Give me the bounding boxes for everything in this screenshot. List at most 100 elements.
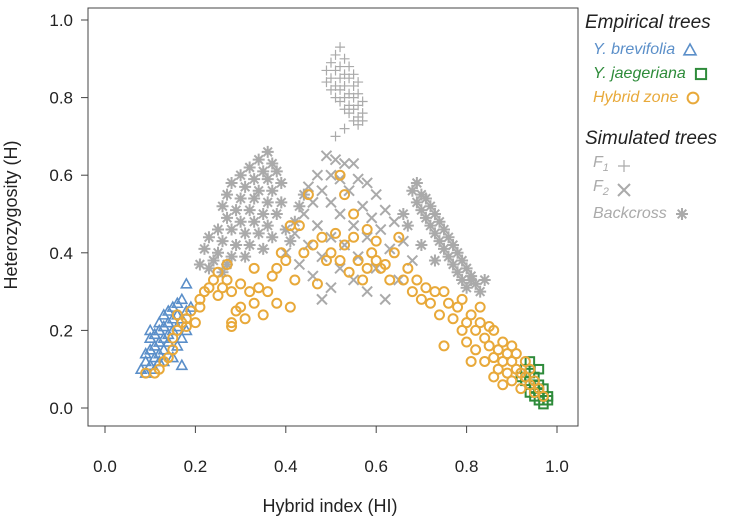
data-point (316, 185, 328, 197)
data-point (420, 282, 432, 294)
data-point (326, 57, 336, 68)
data-point (461, 336, 473, 348)
legend-entry-label: Backcross (593, 205, 667, 222)
data-point (339, 189, 351, 201)
data-point (216, 200, 229, 213)
x-tick-label: 0.6 (364, 457, 388, 476)
data-point (139, 354, 153, 367)
data-point (193, 258, 206, 271)
data-point (230, 204, 243, 217)
data-point (347, 219, 360, 232)
x-tick-label: 0.0 (93, 457, 117, 476)
data-point (438, 223, 450, 236)
data-point (203, 282, 215, 294)
data-point (343, 185, 355, 197)
data-point (307, 239, 319, 251)
data-point (492, 344, 504, 356)
data-point (266, 184, 279, 197)
data-point (221, 258, 233, 270)
data-point (397, 235, 410, 247)
data-point (443, 297, 455, 309)
data-point (474, 301, 486, 313)
data-point (438, 286, 450, 298)
data-point (321, 77, 332, 88)
data-point (244, 286, 256, 298)
data-point (221, 211, 234, 224)
data-point (212, 223, 224, 236)
data-point (352, 255, 364, 267)
data-point (330, 227, 342, 239)
data-point (262, 286, 274, 298)
data-point (479, 332, 491, 344)
cross-marker-icon (617, 183, 631, 197)
data-point (379, 258, 391, 270)
data-point (261, 219, 274, 232)
data-point (370, 255, 382, 267)
data-point (270, 165, 283, 178)
data-point (325, 196, 337, 209)
data-point (497, 379, 509, 391)
data-point (465, 273, 478, 286)
data-point (506, 375, 518, 387)
data-point (428, 227, 441, 240)
data-point (289, 274, 301, 286)
data-point (202, 231, 215, 244)
data-point (225, 223, 238, 236)
data-point (271, 262, 283, 274)
data-point (442, 231, 455, 244)
data-point (207, 254, 220, 267)
legend-entry: Y. brevifolia (593, 38, 751, 62)
data-point (248, 192, 261, 205)
legend-entry-label: F1 (593, 154, 609, 175)
data-point (356, 200, 369, 212)
data-point (234, 192, 247, 205)
legend: Empirical trees Y. brevifolia Y. jaegeria… (585, 8, 751, 226)
data-point (329, 153, 342, 166)
data-point (330, 49, 341, 60)
data-point (344, 108, 355, 119)
data-point (537, 390, 549, 402)
data-point (243, 204, 256, 217)
legend-entry: Backcross (593, 202, 751, 226)
data-point (320, 255, 332, 267)
data-point (293, 200, 306, 213)
data-point (275, 196, 288, 209)
data-point (189, 317, 201, 329)
data-point (239, 180, 252, 193)
legend-entry: Y. jaegeriana (593, 62, 751, 86)
y-tick-label: 0.8 (49, 89, 73, 108)
data-point (167, 344, 179, 356)
data-point (275, 176, 288, 189)
data-point (428, 208, 441, 220)
data-point (465, 309, 477, 321)
data-point (325, 231, 337, 243)
data-point (243, 161, 256, 174)
data-point (419, 211, 432, 224)
plus-marker-icon (617, 160, 630, 172)
data-point (460, 262, 473, 275)
data-point (456, 254, 469, 267)
data-point (438, 242, 450, 255)
data-point (438, 340, 450, 352)
data-point (447, 313, 459, 325)
data-point (280, 255, 292, 267)
data-point (235, 301, 247, 313)
data-point (311, 278, 323, 290)
data-point (402, 262, 414, 274)
data-point (428, 254, 441, 267)
series-y-brevifolia (134, 277, 198, 378)
data-point (397, 208, 410, 220)
data-point (335, 84, 346, 95)
data-point (261, 173, 274, 186)
data-point (175, 331, 189, 343)
legend-entry-subscript: 1 (602, 162, 609, 175)
data-point (474, 317, 486, 329)
data-point (288, 215, 301, 228)
data-point (361, 177, 373, 189)
triangle-marker-icon (682, 42, 698, 56)
legend-empirical-entries: Y. brevifolia Y. jaegeriana Hybrid zone (585, 38, 751, 110)
data-point (488, 352, 500, 364)
x-tick-label: 0.8 (455, 457, 479, 476)
data-point (257, 165, 270, 178)
data-point (257, 208, 270, 220)
